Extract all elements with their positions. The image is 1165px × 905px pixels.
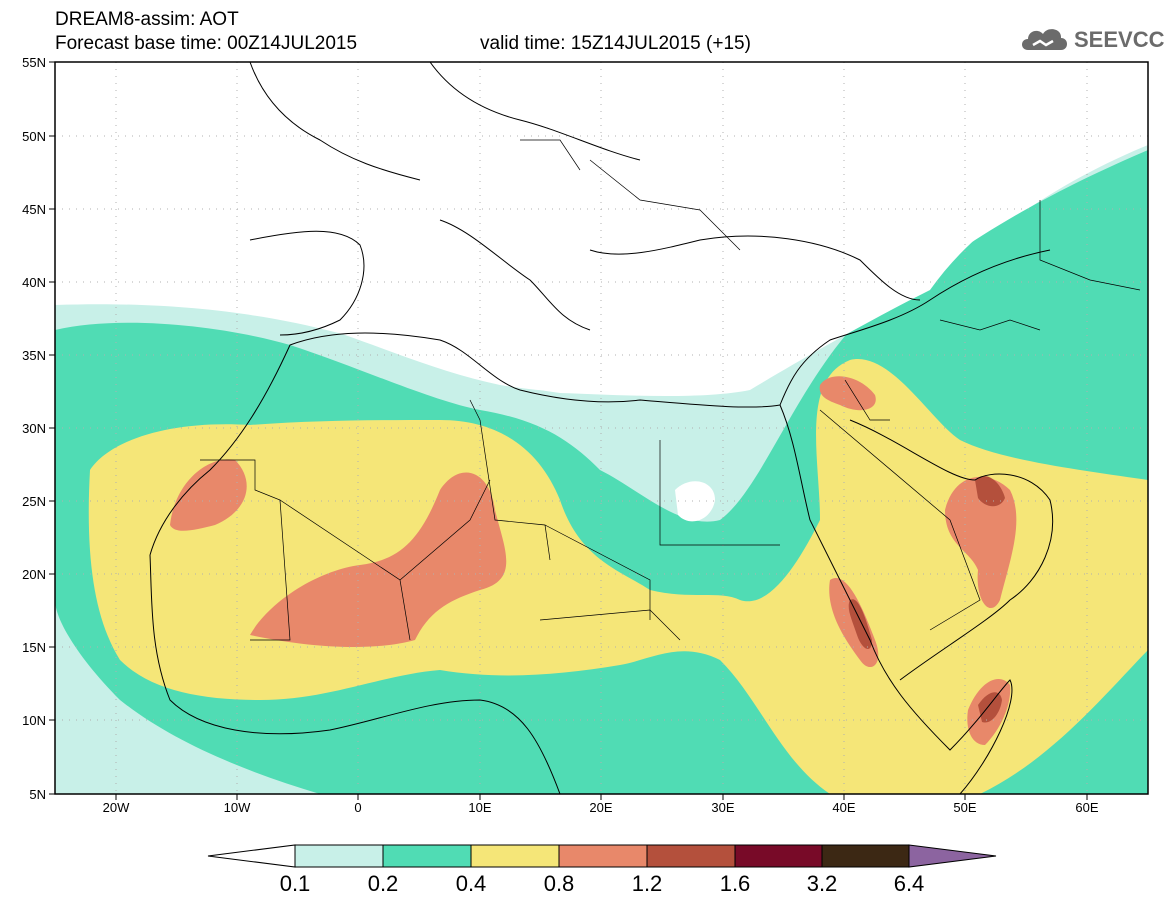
lon-label: 0 [354,800,361,815]
latitude-labels: 55N 50N 45N 40N 35N 30N 25N 20N 15N 10N … [22,55,46,802]
aot-level-0.8 [250,472,507,647]
colorbar-label: 0.4 [456,871,487,896]
colorbar-label: 1.2 [632,871,663,896]
forecast-base-time: Forecast base time: 00Z14JUL2015 [55,33,358,54]
colorbar-label: 3.2 [807,871,838,896]
logo-text: SEEVCCC [1074,27,1165,52]
colorbar-segment [558,844,648,868]
lon-label: 50E [953,800,976,815]
lon-label: 40E [832,800,855,815]
colorbar-labels: 0.1 0.2 0.4 0.8 1.2 1.6 3.2 6.4 [280,871,925,896]
lat-label: 45N [22,202,46,217]
coastlines [149,62,1054,794]
lat-label: 40N [22,275,46,290]
aot-level-1.2 [975,476,1005,507]
lat-label: 5N [29,787,46,802]
lon-label: 20W [103,800,130,815]
lat-label: 35N [22,348,46,363]
lat-label: 25N [22,494,46,509]
lon-label: 10E [468,800,491,815]
lat-label: 15N [22,640,46,655]
colorbar-label: 0.1 [280,871,311,896]
lon-label: 30E [711,800,734,815]
colorbar-label: 1.6 [720,871,751,896]
colorbar-segment [821,844,910,868]
aot-level-1.2 [978,692,1002,723]
colorbar-segment-below [207,844,296,868]
colorbar-label: 0.8 [544,871,575,896]
lon-label: 20E [589,800,612,815]
colorbar-segment [470,844,560,868]
seevccc-logo: SEEVCCC [1018,22,1165,56]
graticule [55,62,1148,794]
lon-label: 60E [1075,800,1098,815]
aot-clear-area [675,481,715,522]
colorbar-segment [382,844,472,868]
valid-time: valid time: 15Z14JUL2015 (+15) [480,33,751,54]
lon-label: 10W [224,800,251,815]
colorbar-segment [734,844,823,868]
cloud-logo-icon [1022,29,1067,50]
lat-label: 10N [22,713,46,728]
aot-level-0.8 [170,459,247,531]
aot-level-1.2 [848,599,872,650]
lat-label: 20N [22,567,46,582]
tick-marks [49,61,1088,800]
colorbar-segment-above [908,844,997,868]
lat-label: 50N [22,129,46,144]
lat-label: 55N [22,55,46,70]
colorbar [207,844,997,868]
colorbar-segment [294,844,384,868]
colorbar-label: 6.4 [894,871,925,896]
aot-level-0.8 [945,476,1017,609]
aot-level-0.8 [819,376,876,411]
lat-label: 30N [22,421,46,436]
colorbar-segment [646,844,736,868]
longitude-labels: 20W 10W 0 10E 20E 30E 40E 50E 60E [103,800,1099,815]
aot-level-0.4 [88,359,1148,794]
country-borders [200,139,1141,641]
colorbar-label: 0.2 [368,871,399,896]
map-title: DREAM8-assim: AOT [55,9,239,30]
